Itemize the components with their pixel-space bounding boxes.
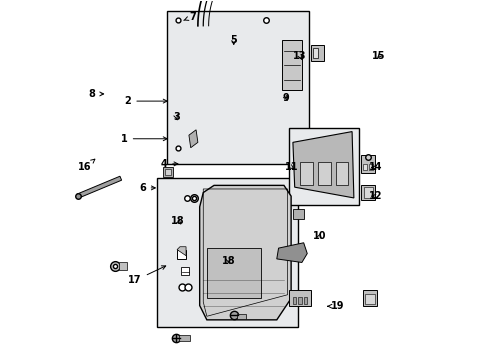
- Bar: [282, 40, 301, 90]
- Bar: [300, 162, 312, 185]
- Text: 14: 14: [368, 162, 381, 172]
- Bar: [179, 335, 190, 341]
- Text: 19: 19: [327, 301, 344, 311]
- Bar: [156, 178, 298, 327]
- Bar: [292, 297, 296, 304]
- Bar: [167, 12, 308, 164]
- Text: 9: 9: [282, 93, 288, 103]
- Text: 2: 2: [124, 96, 167, 106]
- Bar: [310, 45, 324, 60]
- Bar: [335, 162, 348, 185]
- Polygon shape: [276, 243, 306, 262]
- Bar: [362, 164, 366, 170]
- Text: 12: 12: [368, 191, 381, 201]
- Polygon shape: [188, 130, 198, 148]
- Text: 15: 15: [371, 51, 385, 61]
- Text: 11: 11: [285, 162, 298, 172]
- Bar: [236, 315, 245, 319]
- Text: 17: 17: [128, 266, 165, 285]
- Polygon shape: [177, 247, 185, 256]
- Bar: [317, 162, 330, 185]
- Bar: [360, 185, 375, 201]
- Text: 10: 10: [312, 231, 326, 240]
- Bar: [292, 209, 303, 220]
- Text: 18: 18: [171, 216, 184, 226]
- Polygon shape: [77, 176, 122, 198]
- Text: 3: 3: [173, 112, 180, 122]
- Bar: [289, 291, 310, 306]
- Polygon shape: [199, 185, 290, 320]
- Bar: [362, 291, 376, 306]
- Bar: [289, 128, 359, 205]
- Text: 8: 8: [88, 89, 103, 99]
- Text: 5: 5: [230, 35, 237, 45]
- Text: 1: 1: [121, 134, 167, 144]
- Bar: [303, 297, 306, 304]
- Bar: [368, 164, 372, 170]
- Bar: [180, 267, 188, 275]
- Text: 16: 16: [78, 159, 95, 172]
- Bar: [177, 249, 185, 258]
- Text: 13: 13: [293, 51, 306, 61]
- Bar: [363, 187, 372, 198]
- Bar: [364, 294, 374, 304]
- Text: 6: 6: [139, 183, 155, 193]
- Polygon shape: [292, 132, 353, 198]
- Bar: [312, 48, 317, 58]
- Text: 7: 7: [183, 12, 196, 22]
- Bar: [206, 248, 260, 298]
- Text: 18: 18: [221, 256, 235, 266]
- Text: 4: 4: [160, 159, 178, 169]
- Bar: [163, 167, 172, 177]
- Bar: [360, 155, 375, 173]
- Bar: [164, 169, 171, 175]
- Bar: [298, 297, 301, 304]
- Bar: [119, 262, 126, 270]
